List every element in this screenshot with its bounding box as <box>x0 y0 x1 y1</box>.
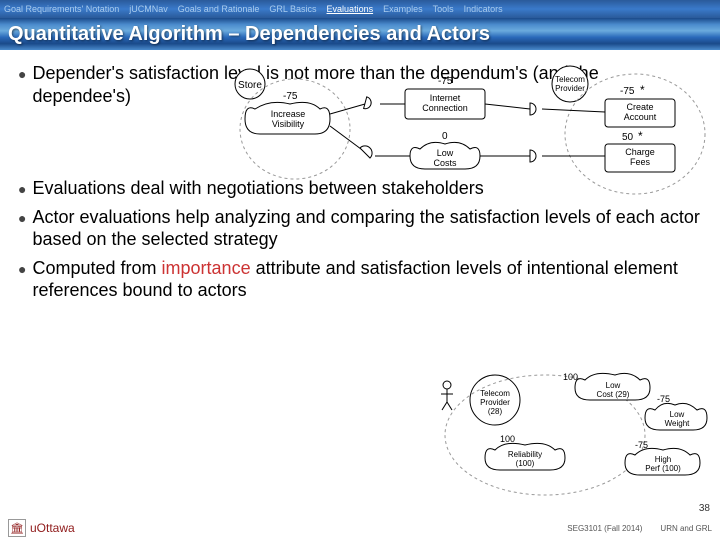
val-lc: 0 <box>442 131 448 142</box>
nav-item[interactable]: Tools <box>433 4 454 14</box>
actor-store: Store <box>238 80 262 91</box>
val-ic: -75 <box>438 76 453 87</box>
svg-text:100: 100 <box>563 372 578 382</box>
top-nav: Goal Requirements' Notation jUCMNav Goal… <box>0 0 720 18</box>
nav-item[interactable]: Examples <box>383 4 423 14</box>
nav-item-current[interactable]: Evaluations <box>327 4 374 14</box>
bullet-icon: ● <box>18 66 26 84</box>
building-icon: 🏛 <box>8 519 26 537</box>
logo: 🏛 uOttawa <box>8 519 75 537</box>
bullet-icon: ● <box>18 261 26 279</box>
sg-low-cost: LowCost (29) 100 <box>563 372 650 400</box>
bullet-4: Computed from importance attribute and s… <box>32 257 702 302</box>
footer: 🏛 uOttawa SEG3101 (Fall 2014) URN and GR… <box>0 516 720 540</box>
actor-telecom: TelecomProvider <box>555 75 585 93</box>
slide-title-bar: Quantitative Algorithm – Dependencies an… <box>0 18 720 50</box>
nav-item[interactable]: Goal Requirements' Notation <box>4 4 119 14</box>
page-number: 38 <box>699 503 710 514</box>
nav-item[interactable]: Indicators <box>464 4 503 14</box>
bullet-4-highlight: importance <box>162 258 251 278</box>
sg-high-perf: HighPerf (100) -75 <box>625 440 700 475</box>
dependency-diagram: Store IncreaseVisibility -75 InternetCon… <box>220 64 710 214</box>
node-create-account: CreateAccount <box>624 102 657 122</box>
svg-text:100: 100 <box>500 434 515 444</box>
nav-item[interactable]: Goals and Rationale <box>178 4 260 14</box>
nav-item[interactable]: jUCMNav <box>129 4 168 14</box>
actor-eval-diagram: TelecomProvider(28) LowCost (29) 100 Rel… <box>435 370 710 500</box>
bullet-1-lead: Depender's <box>32 63 124 83</box>
val-ca: -75 <box>620 86 635 97</box>
bullet-4a: Computed from <box>32 258 161 278</box>
star-ca: * <box>640 83 645 97</box>
star-cf: * <box>638 129 643 143</box>
val-cf: 50 <box>622 132 634 143</box>
bullet-icon: ● <box>18 210 26 228</box>
svg-text:-75: -75 <box>635 440 648 450</box>
course-code: SEG3101 (Fall 2014) <box>567 524 642 533</box>
bullet-icon: ● <box>18 181 26 199</box>
nav-item[interactable]: GRL Basics <box>269 4 316 14</box>
val-iv: -75 <box>283 91 298 102</box>
slide-title: Quantitative Algorithm – Dependencies an… <box>8 23 490 46</box>
sg-low-weight: LowWeight -75 <box>645 394 707 430</box>
svg-text:-75: -75 <box>657 394 670 404</box>
node-increase-visibility: IncreaseVisibility <box>271 109 306 129</box>
sg-reliability: Reliability(100) 100 <box>485 434 565 470</box>
topic: URN and GRL <box>660 524 712 533</box>
brand: uOttawa <box>30 521 75 535</box>
